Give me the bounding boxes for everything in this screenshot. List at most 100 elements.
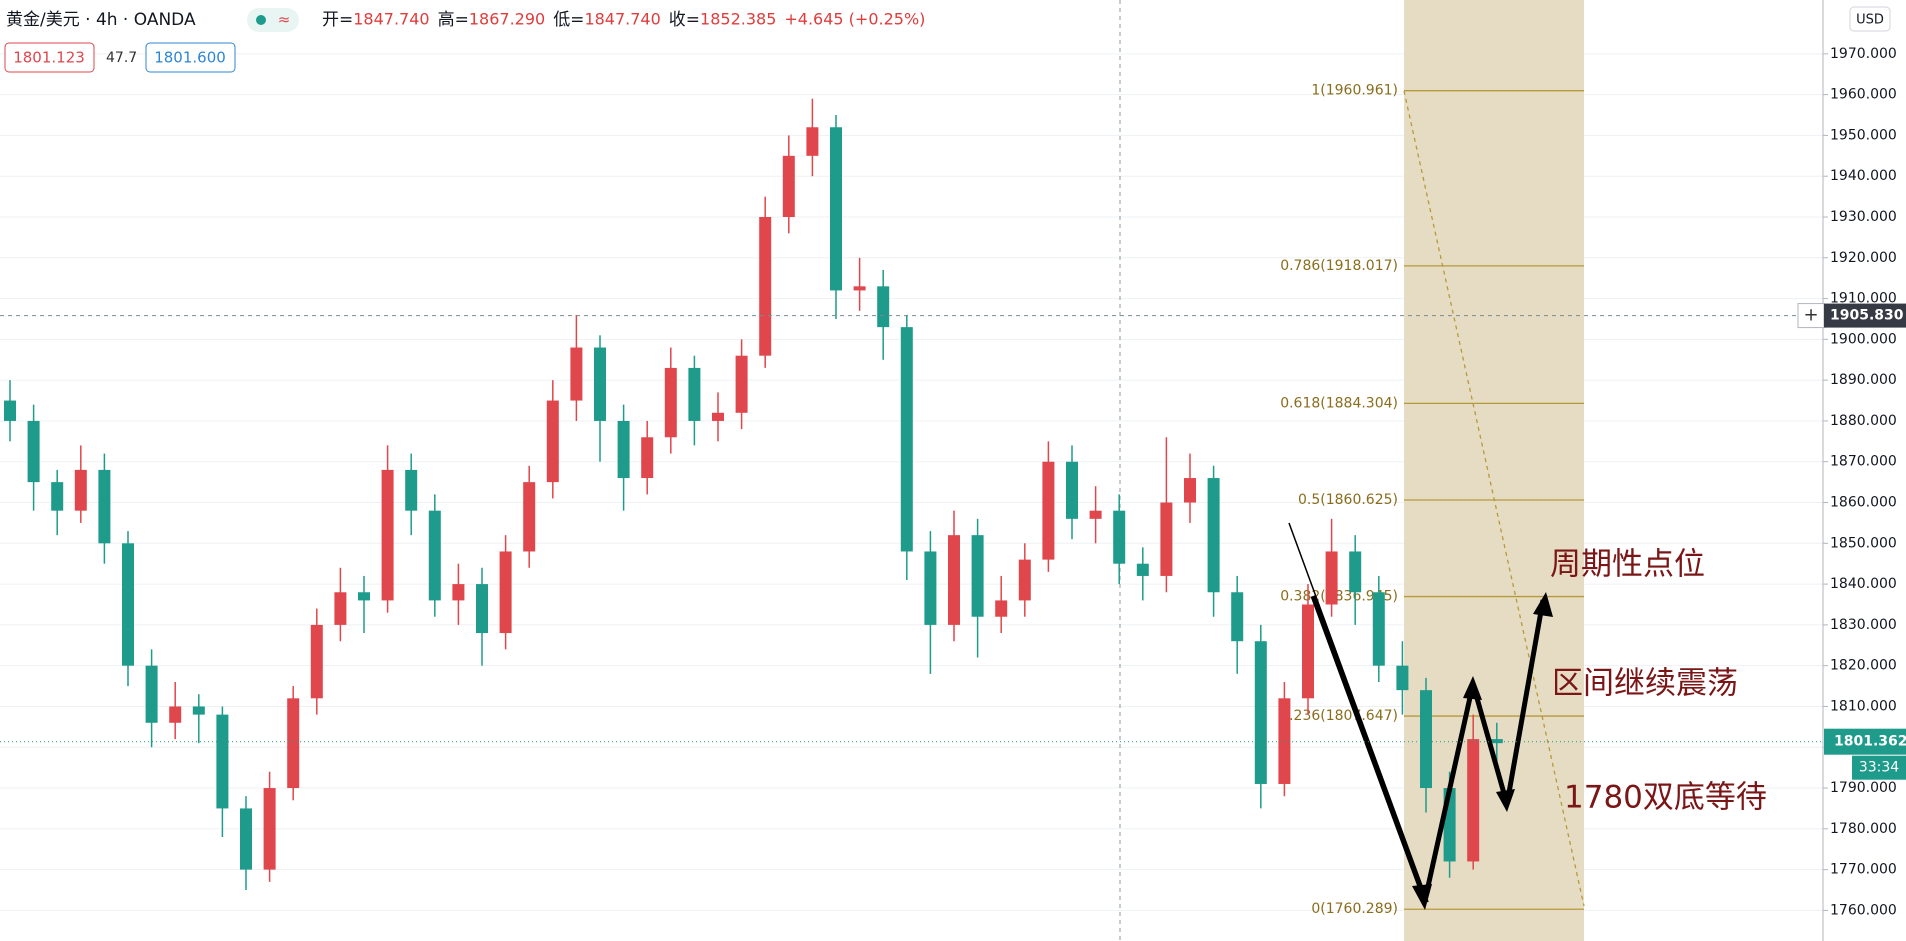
candle-body	[358, 592, 370, 601]
candle-body	[122, 543, 134, 666]
ohlc-value: 1867.290	[469, 10, 545, 29]
fib-trend	[1403, 90, 1585, 907]
y-tick-label: 1860.000	[1830, 495, 1897, 511]
candle-body	[381, 469, 394, 601]
candle-body	[617, 420, 630, 479]
ohlc-value: 1847.740	[353, 10, 429, 29]
ohlc-value: 1847.740	[584, 10, 660, 29]
annotation: 1780双底等待	[1564, 780, 1767, 816]
candle-body	[1089, 510, 1102, 519]
annotation: 区间继续震荡	[1552, 666, 1738, 702]
y-tick-label: 1880.000	[1830, 413, 1897, 429]
candle-body	[806, 127, 819, 156]
candle-body	[405, 469, 418, 511]
last-price-box	[1824, 728, 1906, 755]
indicator: 1801.123	[13, 49, 85, 67]
candle-body	[570, 347, 583, 401]
ohlc-value: +4.645 (+0.25%)	[784, 10, 925, 29]
candle-body	[310, 624, 323, 699]
candle-body	[1136, 563, 1149, 576]
candle-body	[476, 584, 488, 634]
candle-body	[735, 355, 748, 413]
candle-body	[1113, 510, 1126, 564]
y-tick-label: 1850.000	[1830, 535, 1897, 551]
candle-body	[216, 714, 229, 809]
candle-body	[27, 420, 40, 483]
candle-body	[1467, 739, 1480, 862]
indicator: 47.7	[106, 50, 137, 66]
candle-body	[1160, 502, 1173, 576]
candle-body	[830, 127, 842, 291]
candle-body	[1066, 461, 1078, 519]
candle-body	[759, 216, 772, 356]
status-dot	[256, 15, 266, 25]
axis-panel	[1823, 0, 1906, 941]
candle-body	[1184, 478, 1196, 503]
plus: +	[1803, 305, 1818, 326]
candle-body	[428, 510, 441, 601]
fib-zone	[1404, 0, 1584, 941]
candle-body	[287, 698, 300, 789]
crosshair-price: 1905.830	[1830, 308, 1904, 324]
candle-body	[1396, 665, 1409, 691]
candle-body	[853, 286, 866, 291]
y-tick-label: 1870.000	[1830, 454, 1897, 470]
y-tick-label: 1790.000	[1830, 780, 1897, 796]
status-icon: ≈	[278, 11, 291, 29]
candle-body	[1325, 551, 1338, 605]
candle-body	[263, 788, 276, 870]
y-tick-label: 1830.000	[1830, 617, 1897, 633]
candle-body	[1302, 604, 1314, 699]
countdown: 33:34	[1859, 760, 1899, 776]
candle-body	[688, 367, 701, 421]
ohlc-label: 开=	[322, 10, 353, 30]
ohlc-label: 收=	[669, 10, 700, 30]
fib-label: 0.236(1807.647)	[1280, 708, 1398, 724]
candle-body	[664, 367, 677, 438]
y-tick-label: 1820.000	[1830, 658, 1897, 674]
y-tick-label: 1810.000	[1830, 698, 1897, 714]
candle-body	[1278, 698, 1291, 784]
fib-label: 0.382(1836.945)	[1280, 589, 1398, 605]
crosshair-price-box	[1824, 303, 1906, 328]
candle-body	[98, 469, 111, 544]
candle-body	[145, 665, 158, 723]
candle-body	[51, 482, 64, 511]
annotation: 周期性点位	[1550, 547, 1705, 583]
candle-body	[641, 437, 654, 479]
indicator: 1801.600	[154, 49, 226, 67]
candle-body	[452, 584, 465, 601]
y-tick-label: 1950.000	[1830, 127, 1897, 143]
indicator-box	[4, 42, 95, 73]
candle-body	[971, 535, 984, 617]
candle-body	[192, 706, 205, 715]
candle-body	[1372, 592, 1385, 666]
candle-body	[1042, 461, 1055, 560]
y-tick-label: 1910.000	[1830, 291, 1897, 307]
candle-body	[948, 535, 960, 625]
fib-label: 0(1760.289)	[1311, 901, 1398, 917]
indicator-box	[145, 42, 236, 73]
candle-body	[74, 469, 87, 511]
candle-body	[499, 551, 512, 634]
fib-label: 0.786(1918.017)	[1280, 258, 1398, 274]
y-tick-label: 1930.000	[1830, 209, 1897, 225]
candle-body	[523, 482, 536, 552]
y-tick-label: 1920.000	[1830, 250, 1897, 266]
candle-body	[712, 412, 724, 421]
fib-label: 0.5(1860.625)	[1298, 492, 1398, 508]
candle-body	[782, 155, 795, 217]
candle-body	[546, 400, 559, 483]
candle-body	[1207, 478, 1220, 593]
candle-body	[1420, 690, 1432, 789]
last-price: 1801.362	[1834, 734, 1906, 750]
y-tick-label: 1760.000	[1830, 902, 1897, 918]
y-tick-label: 1940.000	[1830, 168, 1897, 184]
ohlc-label: 低=	[553, 10, 584, 30]
candle-body	[1490, 739, 1503, 744]
candle-body	[877, 286, 890, 328]
candle-body	[1349, 551, 1362, 593]
fib-label: 1(1960.961)	[1311, 83, 1398, 99]
y-tick-label: 1890.000	[1830, 372, 1897, 388]
candle-body	[1254, 641, 1267, 784]
